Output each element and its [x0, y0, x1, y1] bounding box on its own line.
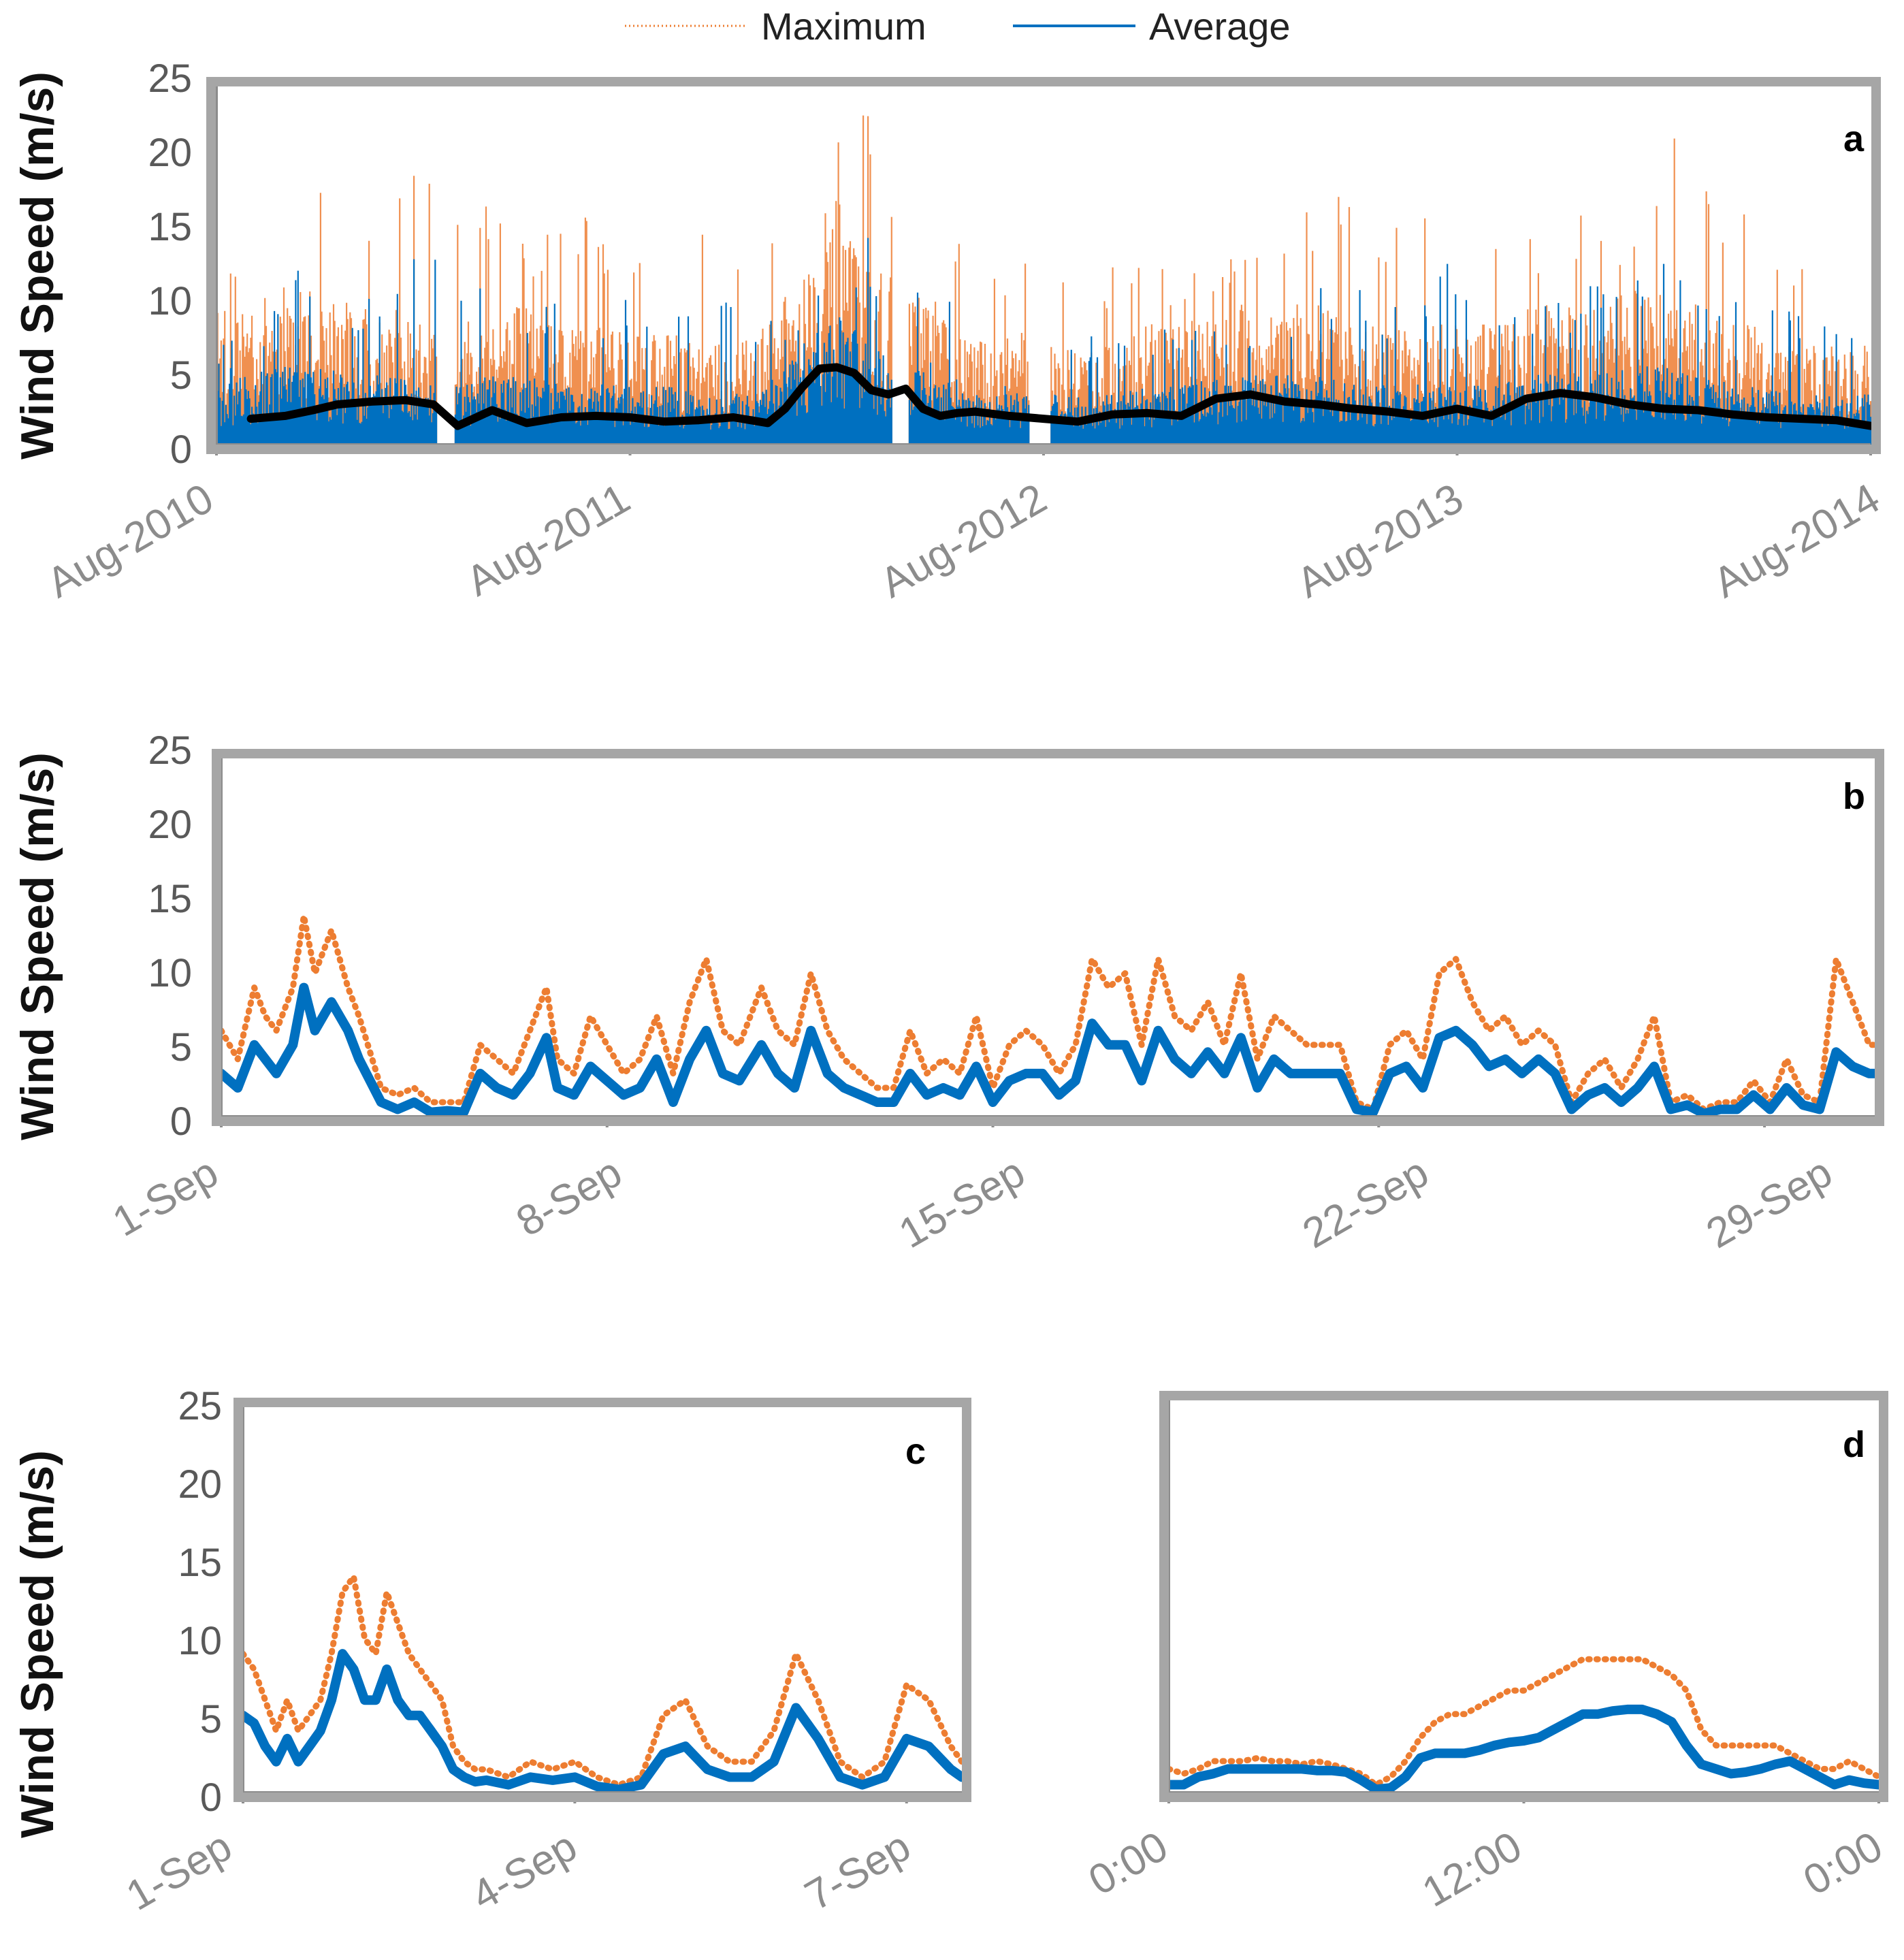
x-tick-label: 0:00 — [1081, 1822, 1176, 1904]
y-tick-label: 10 — [178, 1619, 222, 1663]
x-tick-label: 15-Sep — [891, 1148, 1033, 1257]
y-tick-label: 20 — [148, 803, 192, 847]
panel-d: 0:00 12:00 0:00 d — [1081, 1391, 1890, 1916]
series-average-line — [1164, 1704, 1884, 1795]
y-tick-label: 15 — [148, 205, 192, 249]
panel-d-xticks: 0:00 12:00 0:00 — [1081, 1822, 1890, 1916]
y-tick-label: 10 — [148, 279, 192, 323]
y-tick-label: 25 — [148, 57, 192, 101]
panel-label-a: a — [1843, 118, 1865, 159]
plot-area-b — [212, 757, 1879, 1127]
y-axis-label-a: Wind Speed (m/s) — [12, 71, 63, 460]
y-tick-label: 10 — [148, 951, 192, 995]
legend-average-label: Average — [1149, 5, 1291, 48]
x-tick-label: 7-Sep — [797, 1822, 918, 1919]
y-tick-label: 5 — [200, 1697, 222, 1741]
y-tick-label: 0 — [200, 1776, 222, 1820]
y-tick-label: 20 — [178, 1462, 222, 1507]
panel-b-frame — [212, 749, 1884, 1126]
plot-area-d — [1164, 1400, 1884, 1803]
y-tick-label: 5 — [170, 353, 192, 398]
legend-maximum-label: Maximum — [761, 5, 926, 48]
panel-label-b: b — [1843, 776, 1865, 817]
y-tick-label: 25 — [178, 1384, 222, 1428]
y-tick-label: 25 — [148, 728, 192, 773]
y-tick-label: 0 — [170, 428, 192, 472]
panel-a: Wind Speed (m/s) 0 5 10 15 20 25 Aug-201… — [12, 57, 1888, 607]
panel-label-d: d — [1843, 1424, 1865, 1465]
series-maximum-line — [1165, 1656, 1882, 1788]
y-tick-label: 0 — [170, 1099, 192, 1144]
panel-b: Wind Speed (m/s) 0 5 10 15 20 25 1-Sep 8… — [12, 728, 1884, 1257]
x-tick-label: 0:00 — [1796, 1822, 1890, 1904]
panel-c-xticks: 1-Sep 4-Sep 7-Sep — [118, 1822, 918, 1919]
x-tick-label: 1-Sep — [105, 1148, 226, 1245]
series-average-line — [238, 1649, 967, 1795]
x-tick-label: Aug-2014 — [1706, 475, 1888, 607]
panel-label-c: c — [905, 1431, 926, 1472]
panel-b-yticks: 0 5 10 15 20 25 — [148, 728, 192, 1144]
x-tick-label: 29-Sep — [1698, 1148, 1840, 1257]
series-running-mean-line — [246, 363, 1875, 430]
y-axis-label-c: Wind Speed (m/s) — [12, 1450, 63, 1838]
panel-a-yticks: 0 5 10 15 20 25 — [148, 57, 192, 472]
legend: Maximum Average — [625, 5, 1291, 48]
panel-a-frame — [206, 77, 1881, 454]
y-axis-label-b: Wind Speed (m/s) — [12, 752, 63, 1140]
x-tick-label: 4-Sep — [464, 1822, 585, 1919]
series-maximum-line — [218, 912, 1878, 1112]
y-tick-label: 5 — [170, 1025, 192, 1070]
x-tick-label: 12:00 — [1415, 1822, 1530, 1916]
panel-c-frame — [233, 1398, 971, 1802]
plot-area-a — [207, 85, 1875, 455]
x-tick-label: 22-Sep — [1295, 1148, 1436, 1257]
plot-area-c — [233, 1406, 967, 1803]
series-maximum-line — [240, 1573, 965, 1788]
panel-c-yticks: 0 5 10 15 20 25 — [178, 1384, 222, 1820]
y-tick-label: 15 — [148, 877, 192, 921]
x-tick-label: 8-Sep — [509, 1148, 630, 1245]
x-tick-label: Aug-2010 — [39, 475, 221, 607]
series-average-line — [216, 982, 1879, 1119]
panel-d-frame — [1159, 1391, 1888, 1802]
panel-a-xticks: Aug-2010 Aug-2011 Aug-2012 Aug-2013 Aug-… — [39, 475, 1888, 607]
x-tick-label: 1-Sep — [118, 1822, 240, 1919]
x-tick-label: Aug-2012 — [873, 475, 1054, 607]
x-tick-label: Aug-2013 — [1289, 475, 1471, 607]
y-tick-label: 15 — [178, 1541, 222, 1585]
panel-b-xticks: 1-Sep 8-Sep 15-Sep 22-Sep 29-Sep — [105, 1148, 1840, 1257]
panel-c: Wind Speed (m/s) 0 5 10 15 20 25 1-Sep 4… — [12, 1384, 971, 1920]
y-tick-label: 20 — [148, 131, 192, 175]
x-tick-label: Aug-2011 — [459, 475, 638, 605]
